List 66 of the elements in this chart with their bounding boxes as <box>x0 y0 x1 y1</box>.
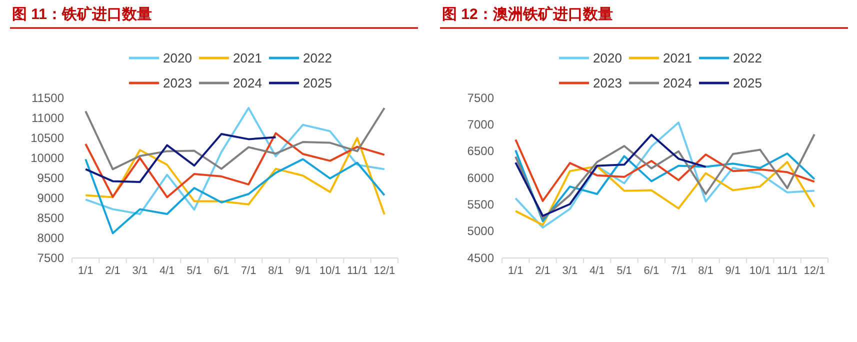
line-series <box>84 132 386 198</box>
x-tick-label: 6/1 <box>644 264 660 277</box>
legend-label: 2020 <box>163 50 192 66</box>
x-tick-label: 12/1 <box>804 264 826 277</box>
x-tick-label: 5/1 <box>616 264 632 277</box>
x-tick-label: 9/1 <box>295 264 311 277</box>
y-tick-label: 11000 <box>32 110 64 125</box>
y-tick-label: 8000 <box>37 230 64 245</box>
x-tick-label: 11/1 <box>346 264 368 277</box>
y-tick-label: 7500 <box>37 250 64 265</box>
line-series <box>514 134 707 217</box>
x-tick-label: 8/1 <box>698 264 714 277</box>
x-tick-label: 10/1 <box>319 264 341 277</box>
legend-label: 2023 <box>593 76 622 90</box>
x-tick-label: 7/1 <box>240 264 256 277</box>
line-series <box>84 137 386 216</box>
legend-label: 2024 <box>233 76 262 90</box>
legend-label: 2021 <box>233 50 262 66</box>
legend-label: 2025 <box>733 76 762 90</box>
line-series <box>84 158 386 234</box>
x-tick-label: 9/1 <box>725 264 741 277</box>
y-tick-label: 6500 <box>467 144 494 158</box>
line-series <box>514 161 816 226</box>
y-tick-label: 5000 <box>467 224 494 238</box>
x-tick-label: 11/1 <box>776 264 798 277</box>
y-tick-label: 8500 <box>37 210 64 225</box>
x-tick-label: 4/1 <box>589 264 605 277</box>
y-tick-label: 9500 <box>37 170 64 185</box>
x-tick-label: 1/1 <box>508 264 524 277</box>
x-tick-label: 1/1 <box>78 264 94 277</box>
y-tick-label: 7000 <box>467 118 494 132</box>
line-series <box>84 107 386 215</box>
y-tick-label: 11500 <box>32 90 64 105</box>
legend-label: 2021 <box>663 50 692 66</box>
legend-label: 2025 <box>303 76 332 90</box>
line-series <box>514 122 816 229</box>
x-tick-label: 3/1 <box>562 264 578 277</box>
line-series <box>84 107 386 170</box>
legend-label: 2022 <box>733 50 762 66</box>
line-series <box>514 133 816 220</box>
x-tick-label: 5/1 <box>186 264 202 277</box>
x-tick-label: 10/1 <box>749 264 771 277</box>
y-tick-label: 7500 <box>467 90 494 105</box>
y-tick-label: 6000 <box>467 170 494 185</box>
legend-label: 2020 <box>593 50 622 66</box>
x-tick-label: 8/1 <box>268 264 284 277</box>
x-tick-label: 2/1 <box>105 264 120 277</box>
x-tick-label: 4/1 <box>159 264 175 277</box>
chart-title: 图 12：澳洲铁矿进口数量 <box>442 5 613 23</box>
legend-label: 2022 <box>303 50 332 66</box>
x-tick-label: 12/1 <box>374 264 396 277</box>
line-series <box>84 133 277 183</box>
y-tick-label: 5500 <box>467 198 494 212</box>
x-tick-label: 6/1 <box>214 264 230 277</box>
legend-label: 2023 <box>163 76 192 90</box>
y-tick-label: 4500 <box>467 250 494 265</box>
legend-label: 2024 <box>663 76 692 90</box>
x-tick-label: 2/1 <box>535 264 550 277</box>
line-series <box>514 138 816 202</box>
y-tick-label: 10000 <box>30 150 64 165</box>
y-tick-label: 9000 <box>37 190 64 205</box>
line-series <box>514 149 816 222</box>
x-tick-label: 7/1 <box>670 264 686 277</box>
chart-title: 图 11：铁矿进口数量 <box>12 5 152 23</box>
x-tick-label: 3/1 <box>132 264 148 277</box>
y-tick-label: 10500 <box>30 130 64 145</box>
